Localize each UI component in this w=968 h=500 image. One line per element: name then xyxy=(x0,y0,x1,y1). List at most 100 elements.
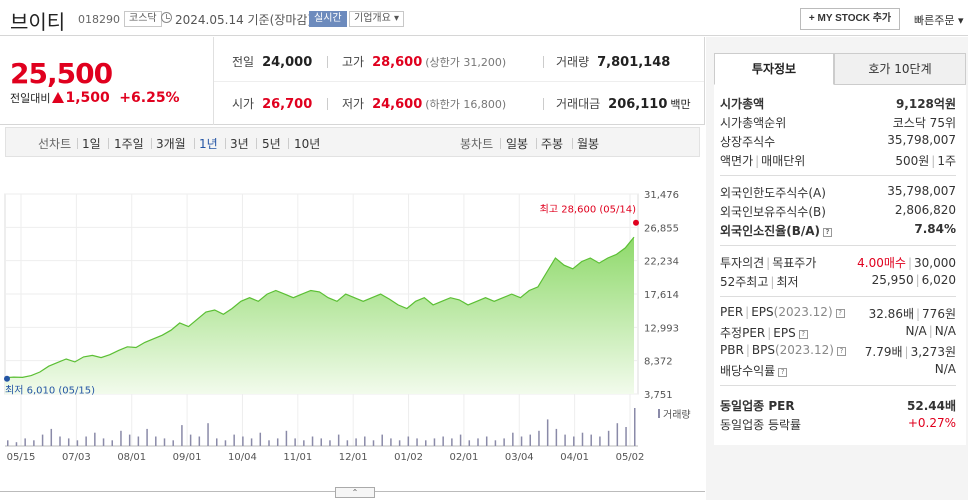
volume-bar xyxy=(250,438,253,446)
help-icon[interactable]: ? xyxy=(836,347,846,356)
quick-order-button[interactable]: 빠른주문 ▾ xyxy=(914,14,964,27)
volume-bar xyxy=(503,438,505,446)
per-eps-row: PER | EPS(2023.12)? 32.86배 | 776원 xyxy=(720,305,956,321)
period-3y[interactable]: 3년 xyxy=(230,137,249,151)
price-chart-svg: 31,476 26,855 22,234 17,614 12,993 8,372 3,751… xyxy=(4,190,691,463)
opinion-row: 투자의견 | 목표주가 4.00매수 | 30,000 xyxy=(720,256,956,270)
price-chart[interactable]: 31,476 26,855 22,234 17,614 12,993 8,372 3,751… xyxy=(0,176,705,496)
volume-bar xyxy=(512,432,514,446)
divider xyxy=(720,296,956,297)
volume-bar xyxy=(416,438,418,446)
candle-chart-label: 봉차트 xyxy=(460,137,494,151)
stock-code: 018290 xyxy=(78,13,120,26)
volume-bar xyxy=(320,438,322,446)
side-panel: 투자정보 호가 10단계 시가총액 9,128억원 시가총액순위 코스닥 75위 상… xyxy=(706,37,968,500)
help-icon[interactable]: ? xyxy=(778,368,788,377)
volume-bar xyxy=(590,434,592,446)
volume-bar xyxy=(303,440,305,446)
price-change: 전일대비 1,500 +6.25% xyxy=(10,90,180,106)
volume-bar xyxy=(111,440,113,446)
foreign-limit-row: 외국인한도주식수(A) 35,798,007 xyxy=(720,184,956,200)
volume-bar xyxy=(285,430,288,446)
line-chart-label: 선차트 xyxy=(38,137,72,151)
volume-bar xyxy=(398,440,401,446)
x-tick-label: 07/03 xyxy=(62,452,91,463)
volume-bar xyxy=(451,438,453,446)
x-tick-label: 02/01 xyxy=(449,452,478,463)
volume-bar xyxy=(390,438,392,446)
volume-bar xyxy=(50,428,53,446)
sector-change-row[interactable]: 동일업종 등락률 +0.27% xyxy=(720,416,956,432)
divider xyxy=(720,245,956,246)
y-tick-label: 22,234 xyxy=(644,257,679,268)
triangle-up-icon xyxy=(52,92,65,103)
expand-chart-handle[interactable]: ⌃ xyxy=(335,487,375,498)
y-tick-label: 26,855 xyxy=(644,223,679,234)
est-per-row: 추정PER | EPS? N/A | N/A xyxy=(720,324,956,340)
price-panel: 25,500 전일대비 1,500 +6.25% 전일 24,000 고가 28,60… xyxy=(0,37,705,125)
x-tick-label: 01/02 xyxy=(394,452,423,463)
volume-bar xyxy=(494,440,497,446)
volume-bar xyxy=(198,436,201,446)
volume-bar xyxy=(59,436,61,446)
volume-bar xyxy=(520,436,523,446)
y-tick-label: 3,751 xyxy=(644,390,673,401)
divider xyxy=(327,98,328,110)
volume-bar xyxy=(616,423,619,446)
volume-bar xyxy=(259,432,262,446)
volume-bar xyxy=(555,428,558,446)
volume-bar xyxy=(425,440,427,446)
volume-bar xyxy=(346,440,349,446)
stock-name: 브이티 xyxy=(10,10,66,34)
volume-legend: 거래량 xyxy=(663,409,691,421)
period-3m[interactable]: 3개월 xyxy=(156,137,186,151)
y-tick-label: 17,614 xyxy=(644,290,679,301)
volume-bar xyxy=(355,438,357,446)
volume-bar xyxy=(94,432,96,446)
stat-open: 시가 26,700 xyxy=(232,97,313,112)
y-tick-label: 12,993 xyxy=(644,323,679,334)
market-badge: 코스닥 xyxy=(124,11,162,27)
price-area xyxy=(5,237,634,394)
help-icon[interactable]: ? xyxy=(798,330,808,339)
period-10y[interactable]: 10년 xyxy=(294,137,321,151)
stat-trade-amount: 거래대금 206,110 백만 xyxy=(556,97,691,112)
period-5y[interactable]: 5년 xyxy=(262,137,281,151)
volume-bar xyxy=(216,438,218,446)
volume-bar xyxy=(33,440,35,446)
candle-monthly[interactable]: 월봉 xyxy=(577,137,600,151)
volume-bar xyxy=(442,436,444,446)
chart-toolbar: 선차트 1일 1주일 3개월 1년 3년 5년 10년 봉차트 일봉 주봉 월봉 xyxy=(5,127,700,157)
company-overview-dropdown[interactable]: 기업개요 ▾ xyxy=(349,11,404,27)
divider xyxy=(720,175,956,176)
volume-bar xyxy=(242,436,244,446)
volume-bar xyxy=(181,425,183,446)
volume-bar xyxy=(529,434,531,446)
tab-invest-info[interactable]: 투자정보 xyxy=(714,53,834,85)
current-price: 25,500 xyxy=(10,57,113,90)
candle-daily[interactable]: 일봉 xyxy=(506,137,529,151)
volume-bar xyxy=(24,438,26,446)
market-cap-row: 시가총액 9,128억원 xyxy=(720,97,956,111)
volume-bar xyxy=(120,430,122,446)
volume-bar xyxy=(102,438,105,446)
sector-per-row[interactable]: 동일업종 PER 52.44배 xyxy=(720,399,956,413)
volume-bar xyxy=(137,436,140,446)
volume-bar xyxy=(85,436,87,446)
help-icon[interactable]: ? xyxy=(823,228,833,237)
live-badge[interactable]: 실시간 xyxy=(309,11,347,27)
period-1d[interactable]: 1일 xyxy=(82,137,101,151)
high-marker xyxy=(633,219,639,226)
period-1y[interactable]: 1년 xyxy=(199,137,218,151)
x-tick-label: 10/04 xyxy=(228,452,257,463)
foreign-hold-row: 외국인보유주식수(B) 2,806,820 xyxy=(720,203,956,219)
candle-weekly[interactable]: 주봉 xyxy=(541,137,564,151)
high-annotation: 최고 28,600 (05/14) xyxy=(540,204,636,216)
help-icon[interactable]: ? xyxy=(835,309,845,318)
divider xyxy=(214,81,704,82)
tab-order-book[interactable]: 호가 10단계 xyxy=(834,53,966,85)
volume-bar xyxy=(573,436,575,446)
add-mystock-button[interactable]: + MY STOCK 추가 xyxy=(800,8,900,30)
period-1w[interactable]: 1주일 xyxy=(114,137,144,151)
shares-row: 상장주식수 35,798,007 xyxy=(720,133,956,149)
